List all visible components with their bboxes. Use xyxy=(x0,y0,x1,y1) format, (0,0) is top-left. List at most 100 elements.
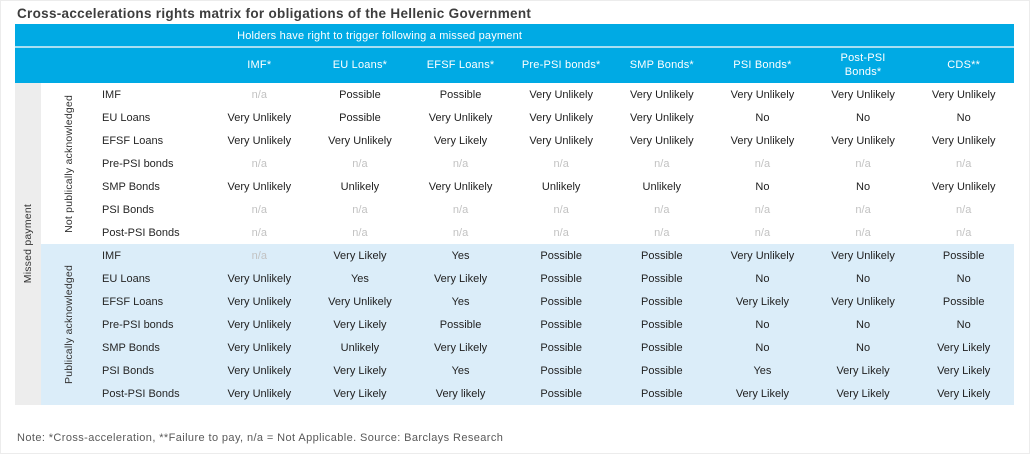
matrix-cell: Very Likely xyxy=(333,387,387,400)
matrix-cell: Very Unlikely xyxy=(630,111,694,124)
row-label: IMF xyxy=(102,249,121,262)
matrix-cell: Very Likely xyxy=(937,364,991,377)
matrix-cell: Very Unlikely xyxy=(529,88,593,101)
matrix-cell: Very Unlikely xyxy=(227,318,292,331)
matrix-cell: Very Unlikely xyxy=(227,295,292,308)
matrix-cell: Very likely xyxy=(435,387,486,400)
matrix-cell: Very Likely xyxy=(433,134,488,147)
column-header-spacer xyxy=(15,48,209,83)
matrix-cell: Possible xyxy=(439,88,482,101)
matrix-cell: No xyxy=(956,318,971,331)
matrix-cell: n/a xyxy=(251,226,267,239)
row-label: Post-PSI Bonds xyxy=(102,387,180,400)
matrix-cell: No xyxy=(856,111,871,124)
matrix-cell: n/a xyxy=(855,157,871,170)
matrix-cell: n/a xyxy=(754,157,771,170)
row-label: EFSF Loans xyxy=(102,134,164,147)
matrix-cell: No xyxy=(856,318,871,331)
matrix-cell: Very Likely xyxy=(433,272,488,285)
matrix-cell: Possible xyxy=(540,341,582,354)
missed-payment-label: Missed payment xyxy=(22,204,34,284)
matrix-cell: Very Unlikely xyxy=(227,341,292,354)
matrix-cell: Very Unlikely xyxy=(831,134,895,147)
matrix-cell: n/a xyxy=(352,226,368,239)
column-header-cds: CDS** xyxy=(947,58,981,71)
matrix-cell: No xyxy=(755,111,770,124)
matrix-cell: No xyxy=(856,272,871,285)
column-header-smp-bonds: SMP Bonds* xyxy=(629,58,694,71)
column-header-post-psi-bonds: Post-PSI Bonds* xyxy=(840,52,886,78)
matrix-cell: Very Unlikely xyxy=(630,134,694,147)
matrix-cell: n/a xyxy=(754,226,771,239)
matrix-cell: Possible xyxy=(641,341,683,354)
matrix-cell: Very Unlikely xyxy=(931,134,996,147)
matrix-cell: Possible xyxy=(339,111,381,124)
column-header-imf: IMF* xyxy=(247,58,272,71)
row-group-publically-acknowledged: Publically acknowledged IMF n/a Very Likely… xyxy=(41,244,1014,405)
matrix-cell: n/a xyxy=(251,157,267,170)
matrix-cell: Possible xyxy=(942,249,985,262)
matrix-cell: Very Likely xyxy=(937,387,991,400)
matrix-cell: Possible xyxy=(540,364,582,377)
matrix-cell: Very Unlikely xyxy=(931,180,996,193)
row-label: PSI Bonds xyxy=(102,203,154,216)
matrix-cell: n/a xyxy=(956,157,972,170)
matrix-cell: n/a xyxy=(855,226,871,239)
header-banner: Holders have right to trigger following … xyxy=(15,24,1014,48)
matrix-cell: n/a xyxy=(956,226,972,239)
page-title: Cross-accelerations rights matrix for ob… xyxy=(17,6,532,21)
matrix-cell: Very Likely xyxy=(836,364,890,377)
column-header-psi-bonds: PSI Bonds* xyxy=(733,58,792,71)
matrix-cell: No xyxy=(755,180,770,193)
matrix-cell: Very Unlikely xyxy=(730,88,795,101)
matrix-cell: n/a xyxy=(251,249,267,262)
matrix-cell: No xyxy=(755,318,770,331)
matrix-cell: Very Unlikely xyxy=(931,88,996,101)
matrix-cell: Possible xyxy=(540,318,582,331)
row-label: SMP Bonds xyxy=(102,180,160,193)
matrix-body: Missed payment Not publically acknowledg… xyxy=(15,83,1014,405)
matrix-cell: Very Unlikely xyxy=(328,134,392,147)
row-label: Pre-PSI bonds xyxy=(102,318,174,331)
row-group-label: Not publically acknowledged xyxy=(41,83,96,244)
matrix-cell: Unlikely xyxy=(340,341,380,354)
matrix-cell: Possible xyxy=(339,88,381,101)
row-label: Post-PSI Bonds xyxy=(102,226,180,239)
row-label: EFSF Loans xyxy=(102,295,164,308)
row-label: EU Loans xyxy=(102,272,151,285)
matrix-cell: n/a xyxy=(553,226,569,239)
matrix-cell: n/a xyxy=(553,157,569,170)
row-group-label: Publically acknowledged xyxy=(41,244,96,405)
matrix-cell: Very Unlikely xyxy=(831,88,895,101)
matrix-cell: Possible xyxy=(641,249,683,262)
matrix-cell: Very Likely xyxy=(433,341,488,354)
matrix-cell: Very Likely xyxy=(836,387,890,400)
matrix-cell: Very Unlikely xyxy=(630,88,694,101)
matrix-cell: Very Likely xyxy=(937,341,991,354)
matrix-cell: Possible xyxy=(439,318,482,331)
matrix-cell: Very Unlikely xyxy=(227,387,292,400)
matrix-cell: n/a xyxy=(754,203,771,216)
matrix-cell: Very Unlikely xyxy=(227,272,292,285)
row-group-label-text: Not publically acknowledged xyxy=(62,94,75,233)
matrix-cell: Very Unlikely xyxy=(428,180,493,193)
cross-acceleration-matrix: Holders have right to trigger following … xyxy=(15,24,1014,405)
matrix-cell: n/a xyxy=(452,203,469,216)
matrix-cell: Yes xyxy=(451,295,470,308)
matrix-cell: Possible xyxy=(641,318,683,331)
matrix-cell: Very Unlikely xyxy=(227,364,292,377)
row-group-not-publically-acknowledged: Not publically acknowledged IMF n/a Possibl… xyxy=(41,83,1014,244)
matrix-cell: Possible xyxy=(540,272,582,285)
matrix-cell: Possible xyxy=(942,295,985,308)
row-label: EU Loans xyxy=(102,111,151,124)
row-label: SMP Bonds xyxy=(102,341,160,354)
matrix-cell: Very Likely xyxy=(333,364,387,377)
matrix-cell: n/a xyxy=(452,157,469,170)
matrix-cell: Very Unlikely xyxy=(428,111,493,124)
row-label: IMF xyxy=(102,88,121,101)
matrix-cell: No xyxy=(755,341,770,354)
column-header-pre-psi-bonds: Pre-PSI bonds* xyxy=(521,58,601,71)
matrix-cell: n/a xyxy=(654,157,670,170)
matrix-cell: n/a xyxy=(251,88,267,101)
